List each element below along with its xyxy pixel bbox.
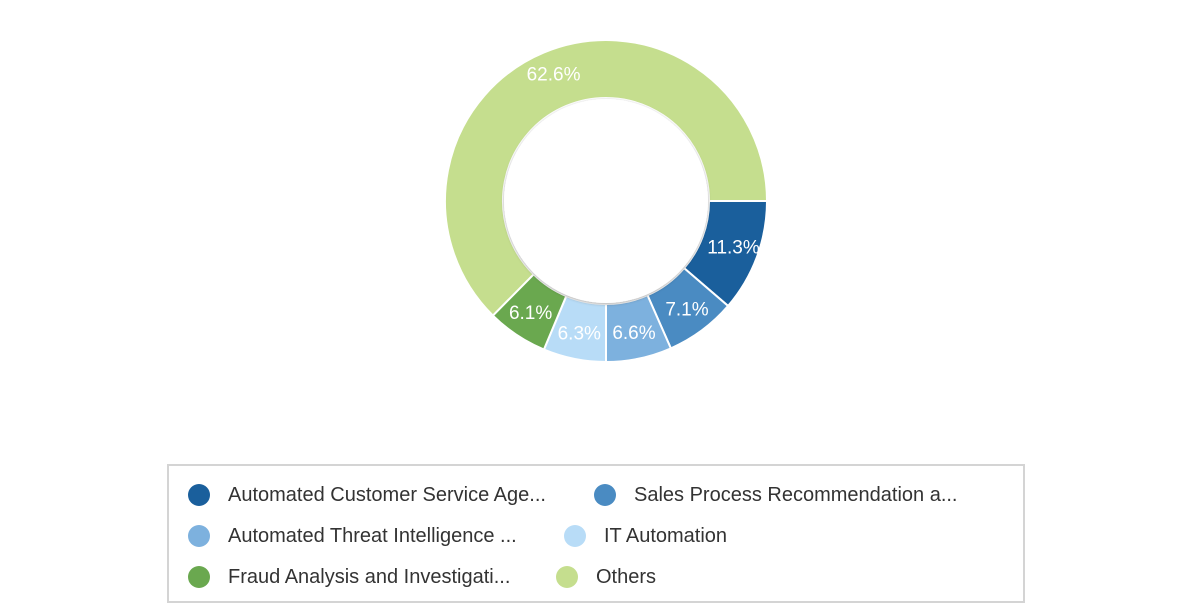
legend-label-3: IT Automation xyxy=(604,524,728,547)
legend-label-0: Automated Customer Service Age... xyxy=(228,483,546,506)
legend-marker-5 xyxy=(556,566,578,588)
legend-marker-2 xyxy=(188,525,210,547)
slice-label-4: 6.1% xyxy=(509,303,552,324)
legend-label-5: Others xyxy=(596,565,657,588)
legend-item-5[interactable]: Others xyxy=(556,564,656,590)
slices-group xyxy=(444,39,769,364)
legend-item-1[interactable]: Sales Process Recommendation a... xyxy=(594,482,958,508)
legend-marker-1 xyxy=(594,484,616,506)
legend-marker-0 xyxy=(188,484,210,506)
legend-item-4[interactable]: Fraud Analysis and Investigati... xyxy=(188,564,510,590)
legend-label-1: Sales Process Recommendation a... xyxy=(634,483,958,506)
legend-item-2[interactable]: Automated Threat Intelligence ... xyxy=(188,523,517,549)
slice-labels-group: 11.3% 7.1% 6.6% 6.3% 6.1% 62.6% xyxy=(509,65,760,345)
slice-5[interactable] xyxy=(444,39,769,317)
legend-marker-3 xyxy=(564,525,586,547)
legend-marker-4 xyxy=(188,566,210,588)
legend-label-4: Fraud Analysis and Investigati... xyxy=(228,565,511,588)
donut-chart: 11.3% 7.1% 6.6% 6.3% 6.1% 62.6% xyxy=(444,39,769,364)
legend-label-2: Automated Threat Intelligence ... xyxy=(228,524,517,547)
donut-hole xyxy=(504,99,708,303)
legend: Automated Customer Service Age... Sales … xyxy=(167,464,1025,603)
slice-label-1: 7.1% xyxy=(665,299,708,320)
slice-label-5: 62.6% xyxy=(527,65,581,86)
legend-item-0[interactable]: Automated Customer Service Age... xyxy=(188,482,546,508)
legend-item-3[interactable]: IT Automation xyxy=(564,523,727,549)
slice-label-3: 6.3% xyxy=(558,323,601,344)
slice-label-2: 6.6% xyxy=(612,323,655,344)
slice-label-0: 11.3% xyxy=(707,237,760,258)
